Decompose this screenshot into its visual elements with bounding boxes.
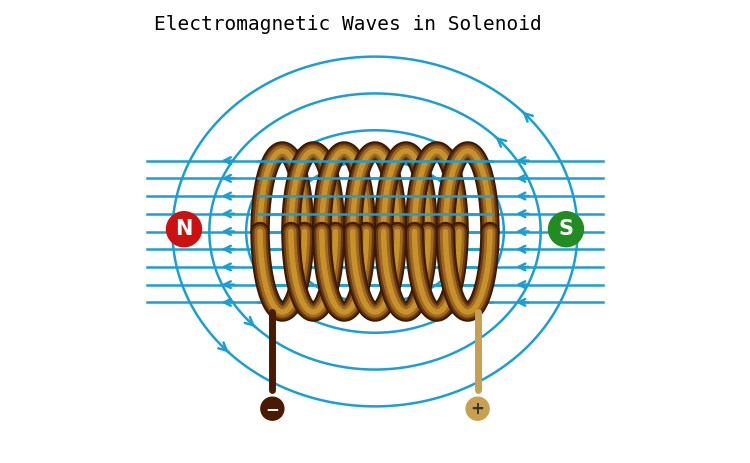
Text: −: − — [266, 400, 279, 418]
Circle shape — [166, 212, 202, 247]
Text: Electromagnetic Waves in Solenoid: Electromagnetic Waves in Solenoid — [154, 15, 542, 34]
Text: +: + — [471, 400, 484, 418]
Text: S: S — [559, 219, 574, 239]
Circle shape — [466, 397, 489, 420]
Text: N: N — [176, 219, 193, 239]
Circle shape — [548, 212, 584, 247]
Circle shape — [261, 397, 284, 420]
